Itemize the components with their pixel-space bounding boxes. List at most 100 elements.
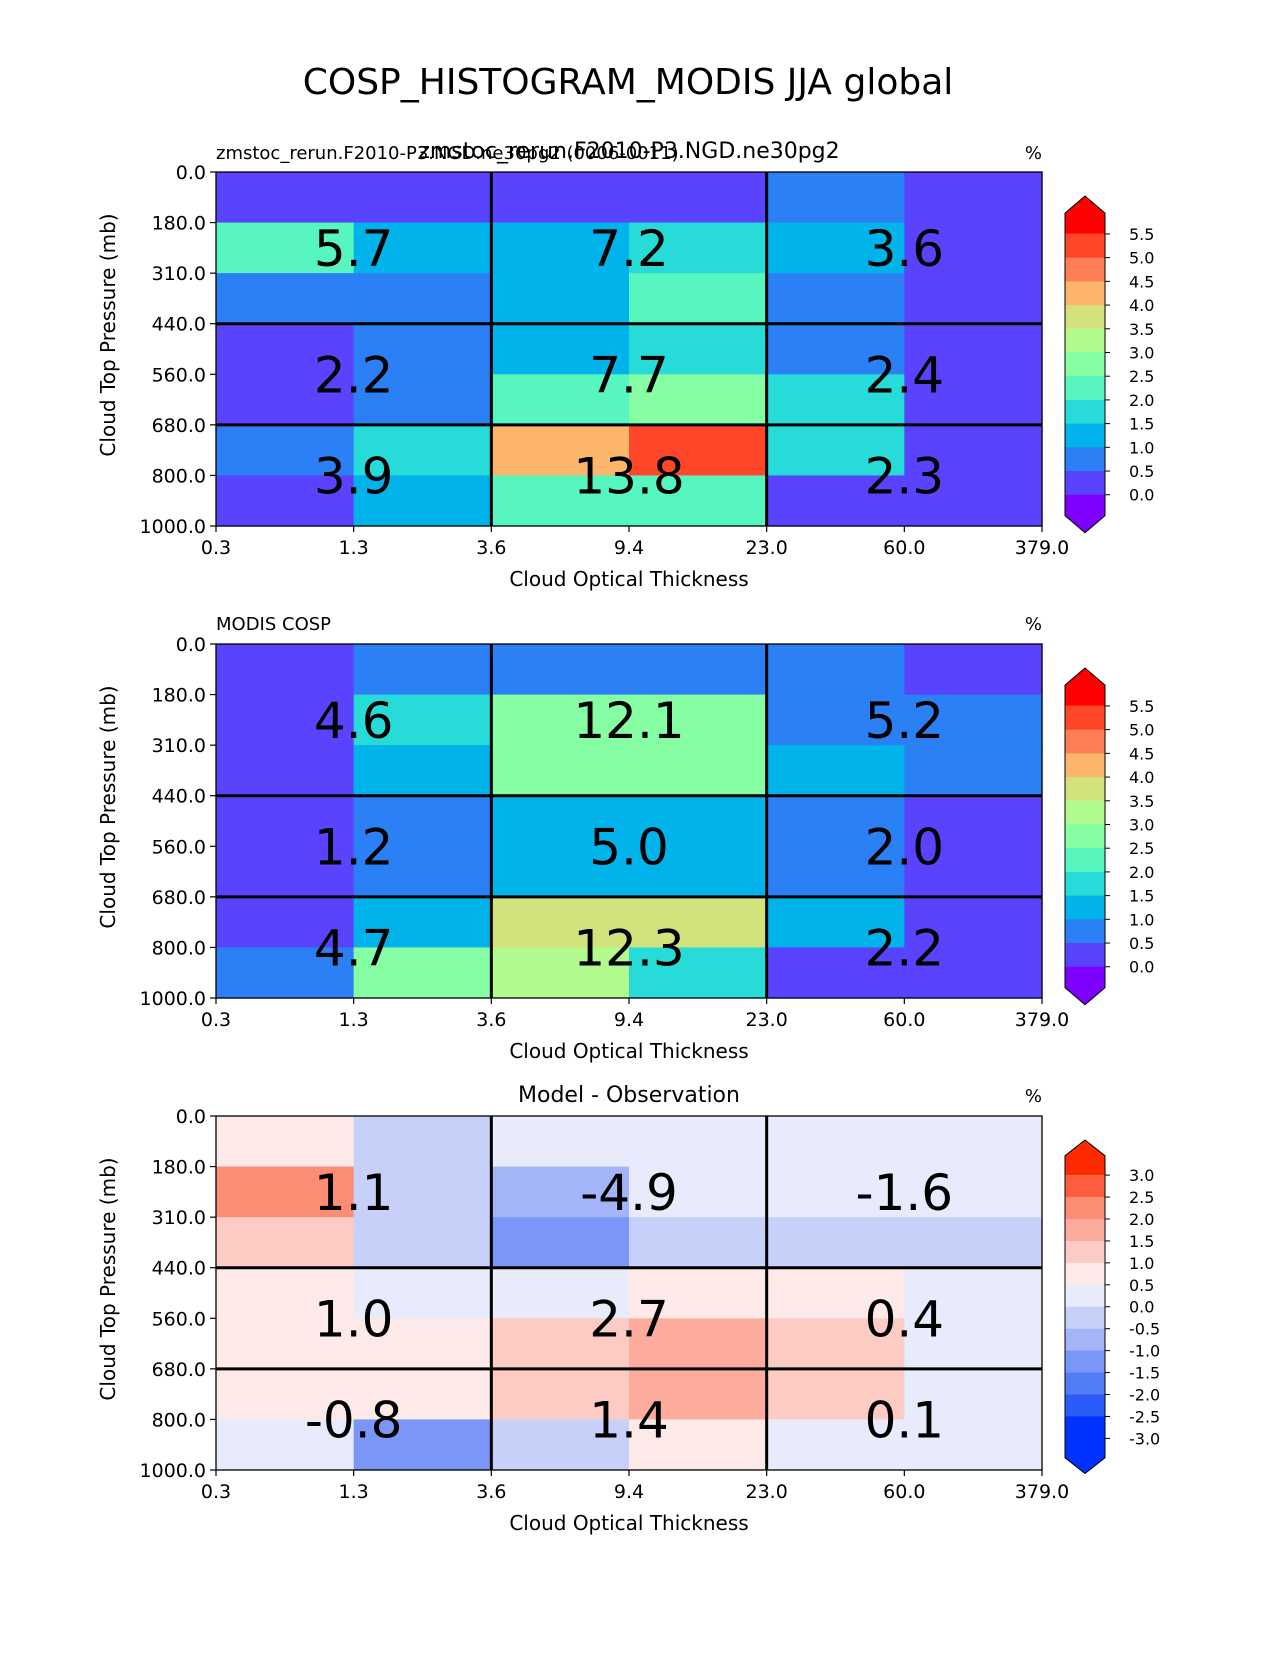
heatmap-cell xyxy=(629,1419,768,1471)
heatmap-cell xyxy=(904,475,1043,527)
x-tick-label: 379.0 xyxy=(1015,1481,1069,1503)
heatmap-cell xyxy=(491,1217,630,1269)
colorbar-tick-label: 5.5 xyxy=(1129,697,1154,716)
heatmap-cell xyxy=(491,1166,630,1218)
group-total-label: 2.7 xyxy=(589,1290,669,1348)
heatmap-cell xyxy=(353,896,492,949)
colorbar-segment xyxy=(1065,919,1105,944)
group-total-label: 1.1 xyxy=(314,1164,394,1222)
panel-observation-heatmap xyxy=(215,643,1043,999)
heatmap-cell xyxy=(491,1116,630,1168)
group-total-label: 5.2 xyxy=(865,692,945,750)
colorbar-under-segment xyxy=(1065,966,1105,1005)
heatmap-cell xyxy=(629,1116,768,1168)
x-tick-label: 9.4 xyxy=(614,537,644,559)
colorbar-segment xyxy=(1065,943,1105,968)
heatmap-cell xyxy=(353,1116,492,1168)
colorbar-segment xyxy=(1065,1350,1105,1374)
heatmap-cell xyxy=(904,1267,1043,1319)
heatmap-cell xyxy=(216,323,355,375)
colorbar-segment xyxy=(1065,399,1105,425)
heatmap-cell xyxy=(491,846,630,898)
colorbar-segment xyxy=(1065,871,1105,897)
heatmap-cell xyxy=(216,745,355,797)
heatmap-cell xyxy=(904,1166,1043,1218)
group-total-label: 12.3 xyxy=(573,919,684,977)
colorbar-outline xyxy=(1064,667,1106,1006)
colorbar-tick-label: 5.0 xyxy=(1129,249,1154,268)
colorbar-segment xyxy=(1065,753,1105,778)
heatmap-cell xyxy=(353,323,492,375)
panel-model: zmstoc_rerun.F2010-P3.NGD.ne30pg2 (0006-… xyxy=(96,139,1154,591)
group-total-label: 2.0 xyxy=(865,818,945,876)
panel-difference-group-labels: 1.1 -4.9 -1.6 1.0 2.7 0.4 -0.8 1.4 0.1 xyxy=(305,1164,953,1450)
y-tick-label: 310.0 xyxy=(152,263,206,285)
heatmap-cell xyxy=(491,1368,630,1421)
heatmap-cell xyxy=(766,424,905,477)
heatmap-cell xyxy=(766,694,905,746)
colorbar-tick-label: -0.5 xyxy=(1129,1320,1160,1339)
heatmap-cell xyxy=(216,694,355,746)
heatmap-cell xyxy=(491,1267,630,1319)
heatmap-cell xyxy=(216,1318,355,1370)
heatmap-cell xyxy=(904,795,1043,847)
heatmap-cell xyxy=(491,323,630,375)
heatmap-cell xyxy=(766,475,905,527)
colorbar-tick-label: 0.0 xyxy=(1129,486,1154,505)
colorbar-segment xyxy=(1065,824,1105,849)
x-tick-label: 60.0 xyxy=(883,537,925,559)
colorbar-tick-label: 0.0 xyxy=(1129,1298,1154,1317)
colorbar-segment xyxy=(1065,705,1105,731)
y-tick-label: 440.0 xyxy=(152,1258,206,1280)
heatmap-cell xyxy=(491,896,630,949)
group-total-label: -4.9 xyxy=(580,1164,678,1222)
colorbar-segment xyxy=(1065,447,1105,472)
y-tick-label: 560.0 xyxy=(152,1308,206,1330)
colorbar-tick-label: -2.0 xyxy=(1129,1386,1160,1405)
colorbar-segment xyxy=(1065,1372,1105,1396)
panel-difference-units: % xyxy=(1025,1086,1042,1107)
colorbar-tick-label: 1.0 xyxy=(1129,438,1154,457)
y-tick-label: 800.0 xyxy=(152,1409,206,1431)
colorbar-tick-label: 2.5 xyxy=(1129,1188,1154,1207)
panel-observation-left-title: MODIS COSP xyxy=(216,614,331,635)
heatmap-cell xyxy=(216,846,355,898)
heatmap-cell xyxy=(766,1419,905,1471)
heatmap-cell xyxy=(766,222,905,274)
colorbar-segment xyxy=(1065,1175,1105,1198)
y-tick-label: 1000.0 xyxy=(140,516,206,538)
x-tick-label: 3.6 xyxy=(476,1009,506,1031)
x-tick-label: 23.0 xyxy=(746,537,788,559)
panel-observation-xlabel: Cloud Optical Thickness xyxy=(509,1039,748,1063)
heatmap-cell xyxy=(629,795,768,847)
heatmap-cell xyxy=(353,1267,492,1319)
heatmap-cell xyxy=(766,1318,905,1370)
x-tick-label: 1.3 xyxy=(339,1009,369,1031)
group-total-label: 13.8 xyxy=(573,447,684,505)
heatmap-cell xyxy=(491,424,630,477)
heatmap-cell xyxy=(491,172,630,224)
heatmap-cell xyxy=(491,694,630,746)
heatmap-cell xyxy=(216,644,355,696)
heatmap-cell xyxy=(216,1267,355,1319)
panel-difference: Model - Observation % 0.3 1.3 3.6 9.4 23.0 60… xyxy=(96,1083,1160,1535)
colorbar-segment xyxy=(1065,1416,1105,1439)
heatmap-cell xyxy=(904,694,1043,746)
x-tick-label: 0.3 xyxy=(201,1009,231,1031)
colorbar-tick-label: 4.0 xyxy=(1129,296,1154,315)
heatmap-cell xyxy=(491,222,630,274)
heatmap-cell xyxy=(216,1368,355,1421)
heatmap-cell xyxy=(353,424,492,477)
group-total-label: 3.6 xyxy=(865,220,945,278)
colorbar-tick-label: 1.0 xyxy=(1129,910,1154,929)
y-tick-label: 680.0 xyxy=(152,1359,206,1381)
heatmap-cell xyxy=(353,745,492,797)
panel-difference-heatmap xyxy=(215,1115,1043,1471)
y-tick-label: 180.0 xyxy=(152,1157,206,1179)
panel-model-center-title: zmstoc_rerun.F2010-P3.NGD.ne30pg2 xyxy=(418,139,839,164)
y-tick-label: 0.0 xyxy=(176,1106,206,1128)
heatmap-cell xyxy=(216,374,355,426)
heatmap-cell xyxy=(353,1166,492,1218)
heatmap-cell xyxy=(766,896,905,949)
